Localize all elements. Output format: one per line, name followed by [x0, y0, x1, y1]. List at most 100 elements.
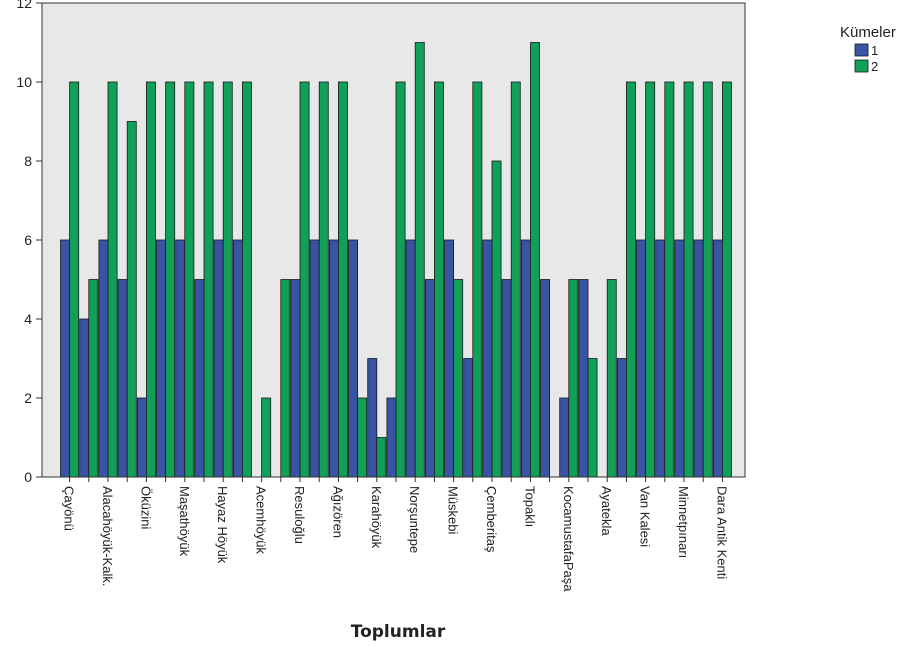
bar-series-1: [463, 358, 474, 478]
bar-series-2: [107, 81, 118, 478]
bar-series-1: [60, 239, 71, 478]
bar-series-1: [194, 279, 205, 478]
bar-series-2: [472, 81, 483, 478]
bar-series-2: [587, 358, 598, 478]
bar-series-2: [241, 81, 252, 478]
bar-series-2: [165, 81, 176, 478]
bar-series-1: [309, 239, 320, 478]
y-tick-label: 12: [16, 0, 32, 11]
legend-swatch-1: [854, 43, 869, 57]
legend-swatch-2: [854, 59, 869, 73]
bar-series-2: [337, 81, 348, 478]
bar-series-2: [222, 81, 233, 478]
x-tick-label: Çemberitaş: [484, 486, 499, 553]
bar-series-1: [501, 279, 512, 478]
x-tick-label: Maşathöyük: [177, 486, 192, 557]
y-tick-label: 8: [24, 153, 32, 169]
bar-series-2: [491, 160, 502, 478]
y-tick-label: 0: [24, 469, 32, 485]
x-tick-label: Hayaz Höyük: [215, 486, 230, 564]
y-axis: 0 2 4 6 8 10 12: [16, 0, 42, 485]
bar-series-2: [395, 81, 406, 478]
bar-series-1: [348, 239, 359, 478]
bar-series-1: [98, 239, 109, 478]
bar-series-2: [453, 279, 464, 478]
bar-series-1: [578, 279, 589, 478]
bar-series-2: [203, 81, 214, 478]
bar-series-2: [126, 121, 137, 478]
bar-series-1: [213, 239, 224, 478]
bar-series-2: [606, 279, 617, 478]
legend: Kümeler 12: [840, 24, 896, 74]
bar-series-1: [693, 239, 704, 478]
bar-series-2: [683, 81, 694, 478]
bar-series-2: [530, 42, 540, 478]
bar-series-2: [510, 81, 521, 478]
bar-series-2: [88, 279, 99, 478]
bar-series-2: [568, 279, 579, 478]
bar-series-1: [117, 279, 128, 478]
bar-series-2: [645, 81, 656, 478]
bar-series-1: [616, 358, 627, 478]
bar-series-2: [261, 397, 272, 478]
x-tick-label: Öküzini: [138, 486, 153, 529]
bar-series-2: [280, 279, 291, 478]
bar-series-2: [664, 81, 675, 478]
x-tick-label: Çayönü: [62, 486, 77, 531]
bar-series-2: [376, 437, 387, 478]
x-tick-label: Topaklı: [522, 486, 537, 527]
bar-series-1: [636, 239, 647, 478]
bar-series-1: [386, 397, 397, 478]
bar-series-1: [290, 279, 301, 478]
y-tick-label: 6: [24, 232, 32, 248]
x-axis-title: Toplumlar: [351, 622, 446, 642]
bar-series-1: [79, 318, 90, 478]
bar-series-1: [175, 239, 186, 478]
bar-series-1: [405, 239, 416, 478]
bar-series-2: [357, 397, 368, 478]
x-tick-label: Norşuntepe: [407, 486, 422, 553]
x-tick-label: Müskebi: [446, 486, 461, 535]
bar-series-1: [444, 239, 455, 478]
legend-title: Kümeler: [840, 24, 896, 41]
x-axis: Çayönü Alacahöyük-Kalk. Öküzini Maşathöyük H…: [42, 476, 745, 592]
bar-series-1: [367, 358, 378, 478]
legend-label-2: 2: [871, 59, 878, 74]
bar-series-1: [674, 239, 685, 478]
y-tick-label: 10: [16, 74, 32, 90]
bar-series-1: [559, 397, 570, 478]
x-tick-label: Karahöyük: [369, 486, 384, 549]
bar-series-2: [69, 81, 80, 478]
bar-series-1: [424, 279, 435, 478]
bar-series-1: [328, 239, 339, 478]
bar-series-2: [414, 42, 425, 478]
bar-series-2: [702, 81, 713, 478]
bar-series-1: [520, 239, 531, 478]
bar-series-2: [626, 81, 636, 478]
x-tick-label: Acemhöyük: [254, 486, 269, 554]
y-tick-label: 4: [24, 311, 32, 327]
bar-series-1: [712, 239, 723, 478]
bar-series-1: [540, 279, 551, 478]
x-tick-label: Ağızören: [330, 486, 345, 538]
legend-label-1: 1: [871, 43, 878, 58]
bar-series-1: [232, 239, 243, 478]
x-tick-label: Resuloğlu: [292, 486, 307, 544]
bar-series-2: [433, 81, 444, 478]
x-tick-label: KocamustafaPaşa: [561, 486, 576, 592]
bars-group: [60, 42, 732, 478]
bar-series-2: [145, 81, 156, 478]
bar-series-1: [655, 239, 666, 478]
x-tick-label: Dara Antik Kenti: [714, 486, 729, 579]
x-tick-label: Ayatekla: [599, 486, 614, 536]
x-tick-label: Alacahöyük-Kalk.: [100, 486, 115, 586]
bar-series-1: [136, 397, 147, 478]
bar-series-2: [184, 81, 195, 478]
x-tick-label: Van Kalesi: [638, 486, 653, 547]
y-tick-label: 2: [24, 390, 32, 406]
x-tick-label: Minnetpınarı: [676, 486, 691, 558]
bar-series-2: [318, 81, 329, 478]
bar-series-1: [156, 239, 167, 478]
bar-series-2: [299, 81, 310, 478]
